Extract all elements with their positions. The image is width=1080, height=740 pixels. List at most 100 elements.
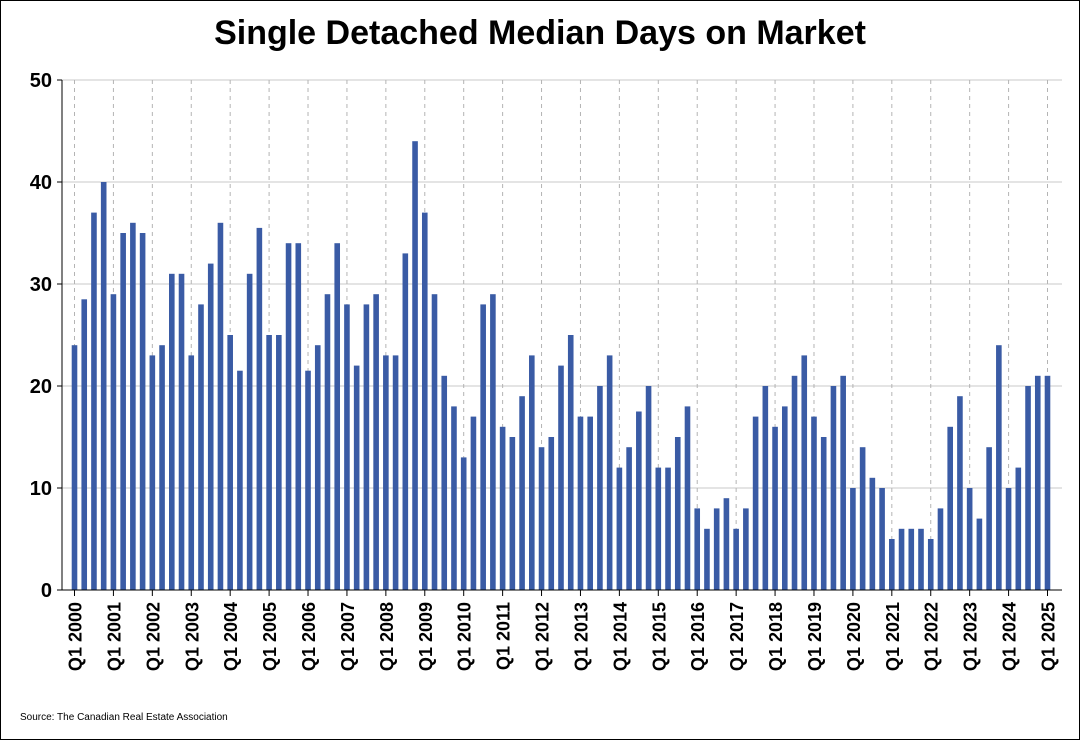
bar xyxy=(159,345,165,590)
bar xyxy=(198,304,204,590)
x-tick-label: Q1 2013 xyxy=(571,602,591,671)
y-tick-label: 50 xyxy=(30,70,52,92)
bar xyxy=(743,508,749,590)
x-tick-label: Q1 2002 xyxy=(143,602,163,671)
bar xyxy=(81,299,88,590)
bar xyxy=(383,355,389,590)
bar xyxy=(392,355,399,590)
bar xyxy=(937,508,944,590)
bar xyxy=(431,294,438,590)
x-tick-label: Q1 2014 xyxy=(610,602,630,671)
bar xyxy=(908,528,915,590)
bar xyxy=(1034,375,1041,590)
bar xyxy=(986,447,992,590)
x-tick-label: Q1 2021 xyxy=(883,602,903,671)
x-tick-label: Q1 2007 xyxy=(338,602,358,671)
bar xyxy=(996,345,1002,590)
x-tick-label: Q1 2015 xyxy=(649,602,669,671)
x-tick-label: Q1 2020 xyxy=(844,602,864,671)
bar xyxy=(704,528,710,590)
bar xyxy=(295,243,302,590)
bar xyxy=(373,294,379,590)
bar xyxy=(820,437,827,590)
bar xyxy=(636,411,642,590)
x-tick-label: Q1 2023 xyxy=(961,602,981,671)
bar xyxy=(130,222,136,591)
bar xyxy=(178,273,185,590)
x-tick-label: Q1 2025 xyxy=(1039,602,1059,671)
x-tick-label: Q1 2009 xyxy=(416,602,436,671)
bar xyxy=(499,426,506,590)
bar xyxy=(538,447,545,590)
bar xyxy=(859,447,866,590)
bar xyxy=(1015,467,1022,590)
bar xyxy=(421,212,428,590)
bar xyxy=(616,467,623,590)
bar xyxy=(587,416,593,590)
bar xyxy=(110,294,117,590)
bar xyxy=(801,355,808,590)
bar xyxy=(558,365,564,590)
y-tick-label: 0 xyxy=(41,580,52,602)
bar xyxy=(1005,488,1012,590)
bar xyxy=(529,355,535,590)
bar xyxy=(227,335,233,590)
bar xyxy=(791,375,798,590)
bar xyxy=(217,222,224,591)
x-tick-label: Q1 2012 xyxy=(533,602,553,671)
bar xyxy=(139,233,146,590)
bar xyxy=(957,396,963,590)
bar xyxy=(723,498,730,590)
bar xyxy=(606,355,613,590)
source-note: Source: The Canadian Real Estate Associa… xyxy=(20,712,228,723)
bar xyxy=(674,437,681,590)
bar xyxy=(305,370,311,590)
x-tick-label: Q1 2019 xyxy=(805,602,825,671)
bar xyxy=(344,304,350,590)
bar xyxy=(1025,386,1031,590)
bar xyxy=(772,426,778,590)
bar xyxy=(966,488,973,590)
x-tick-label: Q1 2017 xyxy=(727,602,747,671)
bar xyxy=(684,406,691,590)
bar xyxy=(149,355,156,590)
bar xyxy=(460,457,467,590)
bar xyxy=(285,243,292,590)
bar xyxy=(1044,375,1051,590)
bar xyxy=(509,437,516,590)
bar xyxy=(548,437,555,590)
bar xyxy=(733,528,739,590)
x-tick-label: Q1 2011 xyxy=(494,602,514,670)
bar xyxy=(324,294,331,590)
bar xyxy=(334,243,341,590)
chart-title: Single Detached Median Days on Market xyxy=(214,14,866,52)
bar xyxy=(353,365,360,590)
bar xyxy=(490,294,496,590)
bar xyxy=(850,488,856,590)
x-tick-label: Q1 2018 xyxy=(766,602,786,671)
bar xyxy=(655,467,662,590)
bar xyxy=(402,253,409,590)
bar xyxy=(713,508,720,590)
y-tick-label: 20 xyxy=(30,376,52,398)
bar xyxy=(918,528,924,590)
bar xyxy=(665,467,671,590)
bar xyxy=(207,263,214,590)
bar xyxy=(840,375,846,590)
bar xyxy=(91,212,97,590)
bar xyxy=(626,447,632,590)
x-tick-label: Q1 2010 xyxy=(455,602,475,671)
bar xyxy=(781,406,788,590)
x-tick-label: Q1 2024 xyxy=(1000,602,1020,671)
x-tick-label: Q1 2000 xyxy=(66,602,86,671)
x-tick-label: Q1 2005 xyxy=(260,602,280,671)
bar xyxy=(451,406,457,590)
bar xyxy=(256,227,263,590)
bar xyxy=(645,386,652,590)
bar xyxy=(71,345,78,590)
x-tick-label: Q1 2004 xyxy=(221,602,241,671)
bar xyxy=(246,273,253,590)
bar xyxy=(830,386,837,590)
bar xyxy=(363,304,370,590)
